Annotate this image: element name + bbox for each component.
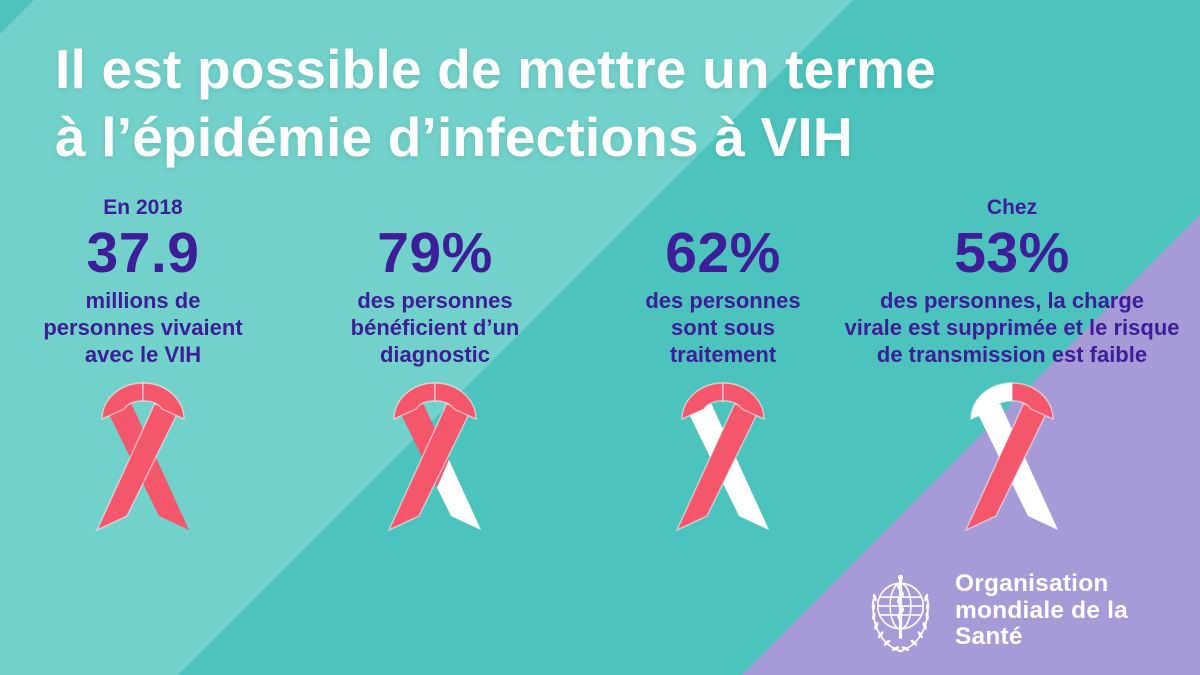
who-logo-wordmark: Organisation mondiale de la Santé bbox=[955, 570, 1200, 651]
stat-description: des personnes sont sous traitement bbox=[645, 288, 801, 367]
awareness-ribbon-icon bbox=[964, 382, 1058, 532]
ribbon-arch-left bbox=[393, 382, 436, 421]
stat-prelabel: En 2018 bbox=[103, 196, 183, 219]
ribbon-arch-right bbox=[1011, 382, 1054, 421]
stat-prelabel: Chez bbox=[986, 196, 1038, 219]
title-line-1: Il est possible de mettre un terme bbox=[55, 38, 936, 100]
ribbon-arch-right bbox=[142, 382, 185, 421]
title-line-2: à l’épidémie d’infections à VIH bbox=[55, 105, 853, 168]
ribbon-arch-right bbox=[722, 382, 765, 421]
who-logo-line-1: Organisation bbox=[955, 570, 1109, 598]
stat-column-charge-virale: Chez 53% des personnes, la charge virale… bbox=[817, 196, 1200, 368]
ribbon-back-lower bbox=[437, 459, 481, 530]
ribbon-arch-left bbox=[970, 382, 1013, 421]
ribbon-arch-left bbox=[101, 382, 144, 421]
who-logo: Organisation mondiale de la Santé bbox=[856, 566, 1200, 656]
stat-value: 53% bbox=[954, 221, 1070, 285]
stat-column-2018: En 2018 37.9 millions de personnes vivai… bbox=[23, 196, 263, 368]
stat-description: des personnes bénéficient d’un diagnosti… bbox=[350, 288, 520, 367]
ribbon-arch-left bbox=[681, 382, 724, 421]
who-emblem-icon bbox=[871, 574, 930, 653]
page-title: Il est possible de mettre un terme à l’é… bbox=[55, 36, 936, 171]
ribbon-back-lower bbox=[145, 459, 189, 530]
awareness-ribbon-icon bbox=[675, 382, 769, 532]
stat-column-diagnostic: 79% des personnes bénéficient d’un diagn… bbox=[315, 196, 555, 368]
awareness-ribbon-icon bbox=[95, 382, 189, 532]
stat-value: 79% bbox=[377, 221, 493, 285]
stat-value: 37.9 bbox=[86, 221, 200, 285]
stat-description: des personnes, la charge virale est supp… bbox=[844, 288, 1180, 367]
ribbon-back-lower bbox=[1014, 459, 1058, 530]
ribbon-back-lower bbox=[725, 459, 769, 530]
stat-column-traitement: 62% des personnes sont sous traitement bbox=[603, 196, 843, 368]
stat-value: 62% bbox=[665, 221, 781, 285]
who-logo-line-2: mondiale de la Santé bbox=[955, 596, 1128, 651]
ribbon-arch-right bbox=[434, 382, 477, 421]
stat-description: millions de personnes vivaient avec le V… bbox=[43, 288, 243, 367]
awareness-ribbon-icon bbox=[387, 382, 481, 532]
